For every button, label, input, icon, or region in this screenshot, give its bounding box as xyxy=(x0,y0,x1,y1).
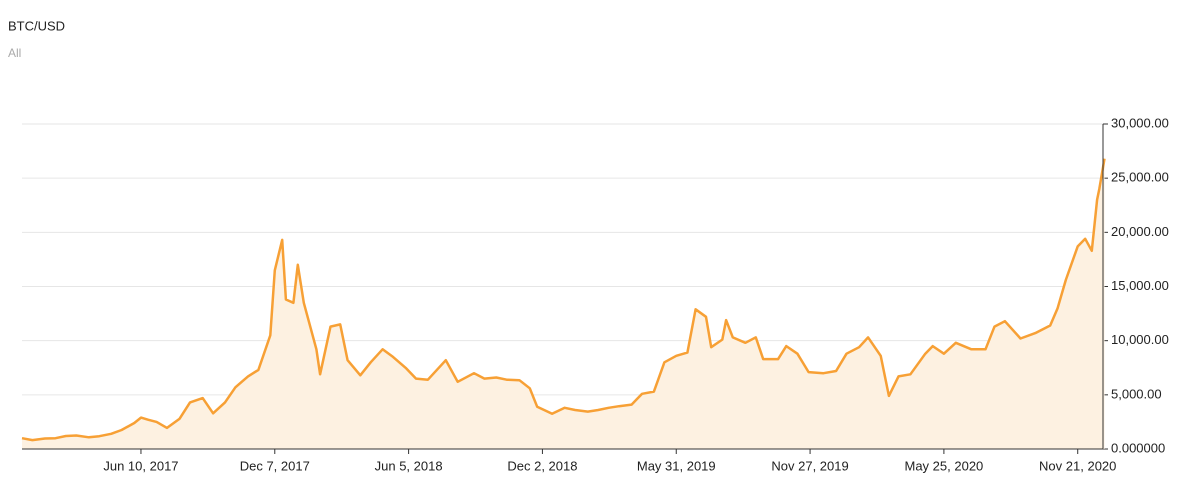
y-tick-label: 0.000000 xyxy=(1111,440,1165,455)
y-tick-label: 30,000.00 xyxy=(1111,115,1169,130)
x-tick-label: Jun 10, 2017 xyxy=(103,458,178,473)
y-tick-label: 25,000.00 xyxy=(1111,170,1169,185)
y-tick-label: 5,000.00 xyxy=(1111,386,1162,401)
x-tick-label: May 25, 2020 xyxy=(905,458,984,473)
line xyxy=(21,158,1106,442)
chart-title: BTC/USD xyxy=(8,18,65,33)
area xyxy=(22,158,1105,449)
y-tick-label: 10,000.00 xyxy=(1111,332,1169,347)
x-tick-label: Nov 21, 2020 xyxy=(1039,458,1116,473)
y-tick-label: 20,000.00 xyxy=(1111,224,1169,239)
x-tick-label: Dec 2, 2018 xyxy=(507,458,577,473)
x-tick-label: Dec 7, 2017 xyxy=(240,458,310,473)
x-tick-label: May 31, 2019 xyxy=(637,458,716,473)
x-tick-label: Jun 5, 2018 xyxy=(375,458,443,473)
y-tick-label: 15,000.00 xyxy=(1111,278,1169,293)
chart-subtitle: All xyxy=(8,46,21,60)
x-tick-label: Nov 27, 2019 xyxy=(771,458,848,473)
